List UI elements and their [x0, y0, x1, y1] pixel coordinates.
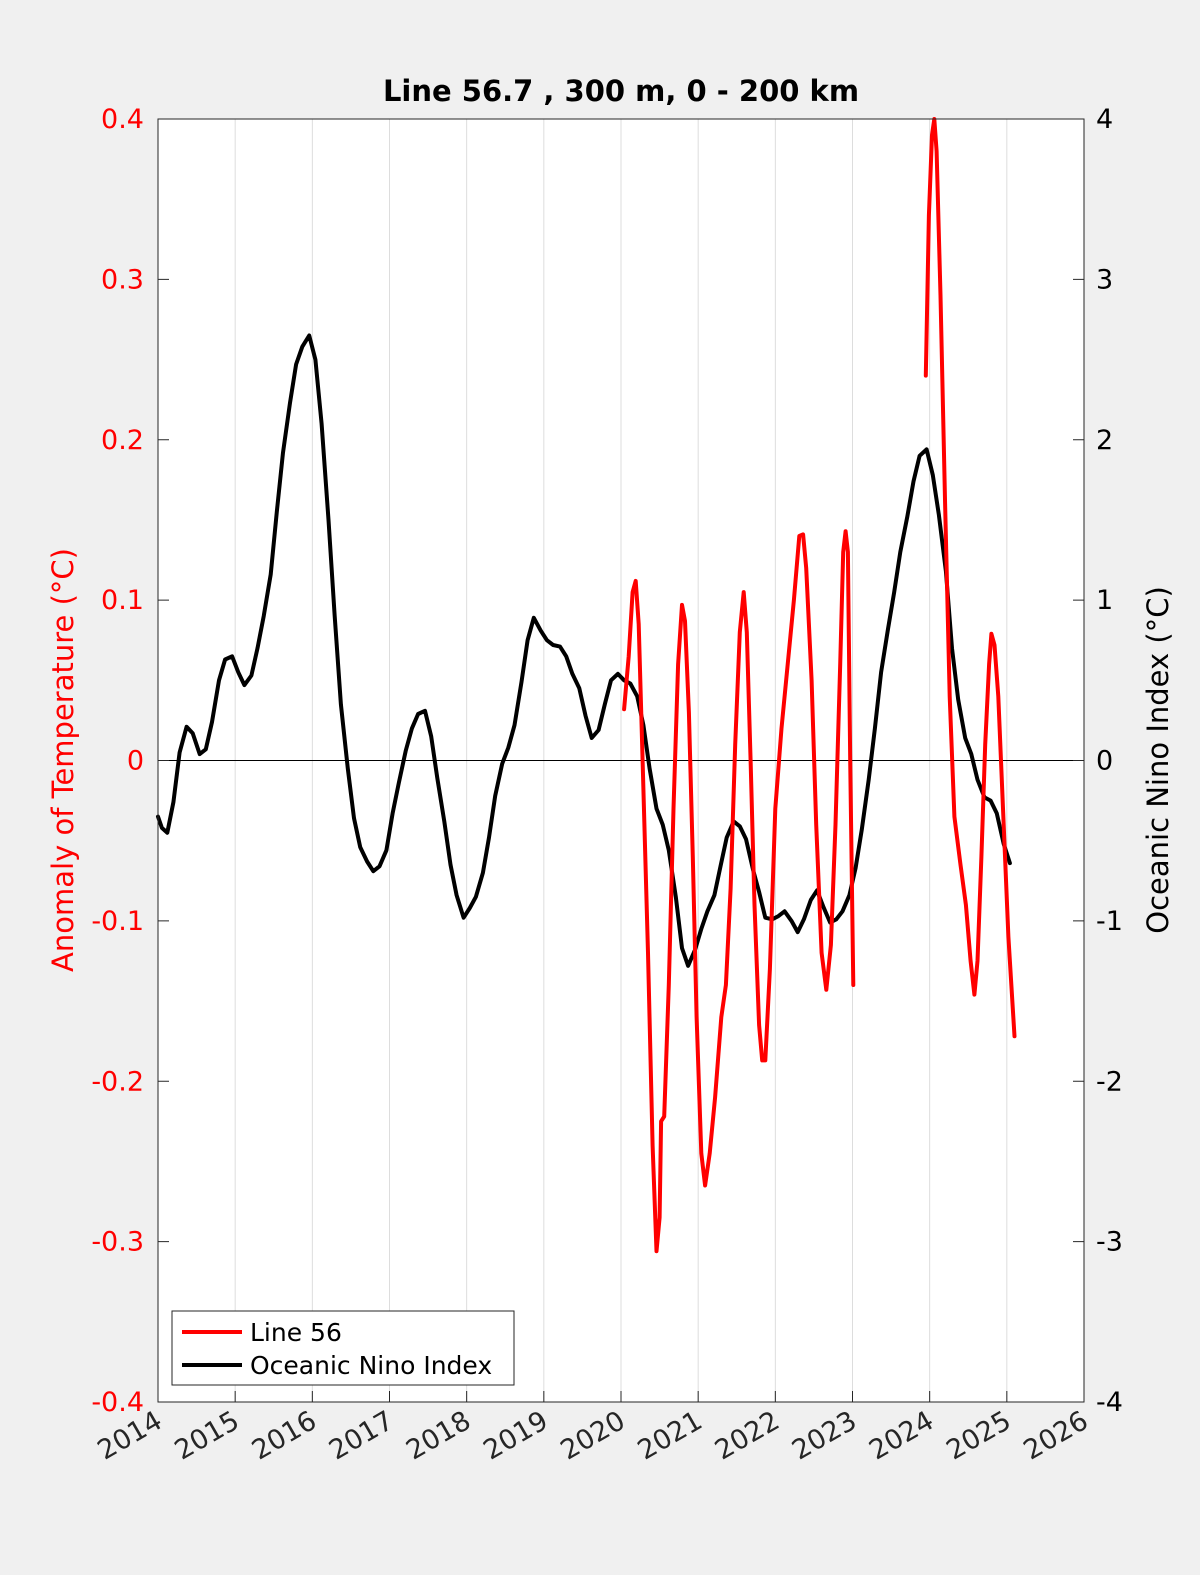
y-right-tick-label: -1 [1096, 906, 1123, 937]
x-tick-label: 2020 [555, 1405, 630, 1466]
x-tick-label: 2021 [633, 1405, 708, 1466]
x-tick-label: 2016 [247, 1405, 322, 1466]
y-axis-right-label: Oceanic Nino Index (°C) [1141, 586, 1175, 934]
y-right-tick-label: 4 [1096, 104, 1113, 135]
y-left-tick-label: 0 [127, 746, 144, 777]
y-right-tick-label: 2 [1096, 425, 1113, 456]
series-line-line-56 [923, 117, 1017, 1039]
legend: Line 56 Oceanic Nino Index [171, 1310, 515, 1386]
x-tick-label: 2017 [324, 1405, 399, 1466]
x-tick-label: 2023 [787, 1405, 862, 1466]
y-left-tick-label: 0.2 [101, 425, 144, 456]
y-left-tick-label: -0.2 [91, 1066, 144, 1097]
y-left-tick-label: -0.3 [91, 1227, 144, 1258]
x-tick-label: 2026 [1018, 1405, 1093, 1466]
x-tick-label: 2018 [401, 1405, 476, 1466]
y-right-tick-label: -4 [1096, 1387, 1123, 1418]
x-tick-label: 2022 [710, 1405, 785, 1466]
y-left-tick-label: -0.1 [91, 906, 144, 937]
y-right-tick-label: 1 [1096, 585, 1113, 616]
series-line-line-56 [622, 529, 856, 1254]
series-line-oceanic-nino-index [156, 333, 1012, 968]
y-left-tick-label: 0.1 [101, 585, 144, 616]
x-tick-label: 2024 [864, 1405, 939, 1466]
x-tick-label: 2015 [170, 1405, 245, 1466]
y-right-tick-label: 0 [1096, 746, 1113, 777]
x-tick-label: 2025 [941, 1405, 1016, 1466]
chart-title: Line 56.7 , 300 m, 0 - 200 km [383, 74, 859, 108]
y-axis-left-label: Anomaly of Temperature (°C) [46, 548, 80, 972]
y-right-tick-label: -2 [1096, 1066, 1123, 1097]
series-group [156, 117, 1017, 1254]
y-left-tick-label: 0.4 [101, 104, 144, 135]
x-tick-label: 2019 [478, 1405, 553, 1466]
legend-box [171, 1310, 515, 1386]
y-left-tick-label: -0.4 [91, 1387, 144, 1418]
legend-label-oni: Oceanic Nino Index [250, 1351, 492, 1380]
y-right-tick-label: -3 [1096, 1227, 1123, 1258]
y-right-tick-label: 3 [1096, 264, 1113, 295]
y-left-tick-label: 0.3 [101, 264, 144, 295]
legend-label-line-56: Line 56 [250, 1318, 342, 1347]
